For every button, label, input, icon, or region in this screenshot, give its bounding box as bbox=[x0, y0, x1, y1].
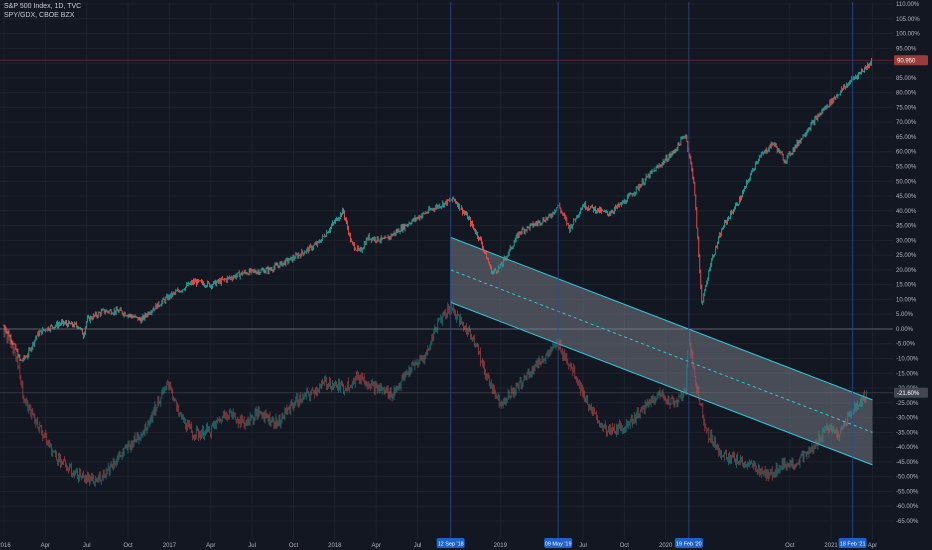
y-tick-label: 10.00% bbox=[896, 297, 917, 303]
date-marker-tag bbox=[544, 538, 573, 548]
date-marker-label: 19 Feb '20 bbox=[676, 542, 702, 548]
x-tick-label: Oct bbox=[620, 543, 630, 549]
x-tick-label: Oct bbox=[123, 543, 133, 549]
x-tick-label: Apr bbox=[206, 543, 215, 549]
series-layer bbox=[3, 58, 872, 487]
channel-mid-line bbox=[450, 269, 873, 433]
x-tick-label: Jul bbox=[414, 543, 422, 549]
series-spy-gdx bbox=[3, 299, 867, 487]
y-tick-label: 65.00% bbox=[896, 135, 917, 141]
y-tick-label: 75.00% bbox=[896, 105, 917, 111]
date-marker-tag bbox=[674, 538, 703, 548]
y-tick-label: 95.00% bbox=[896, 46, 917, 52]
y-tick-label: -5.00% bbox=[896, 342, 916, 348]
y-tick-label: -40.00% bbox=[896, 445, 919, 451]
time-axis[interactable]: 2016 Apr Jul Oct 2017 Apr Jul Oct 2018 Apr Jul 2019… bbox=[0, 543, 877, 549]
x-tick-label: Jul bbox=[248, 543, 256, 549]
y-tick-label: -65.00% bbox=[896, 519, 919, 525]
x-tick-label: 2020 bbox=[659, 543, 673, 549]
y-tick-label: 70.00% bbox=[896, 120, 917, 126]
x-tick-label: Apr bbox=[41, 543, 50, 549]
y-tick-label: -30.00% bbox=[896, 416, 919, 422]
y-tick-label: 105.00% bbox=[896, 17, 920, 23]
x-tick-label: Jul bbox=[83, 543, 91, 549]
y-tick-label: 45.00% bbox=[896, 194, 917, 200]
x-tick-label: Jul bbox=[579, 543, 587, 549]
channel-lower-line bbox=[450, 301, 873, 466]
y-tick-label: -35.00% bbox=[896, 430, 919, 436]
price-tag bbox=[894, 55, 928, 66]
y-tick-label: 35.00% bbox=[896, 224, 917, 230]
x-tick-label: 2021 bbox=[824, 543, 838, 549]
price-tag-label: -21.60% bbox=[897, 391, 920, 397]
price-axis[interactable]: 110.00%105.00%100.00%95.00%90.00%85.00%8… bbox=[896, 2, 920, 525]
y-tick-label: 30.00% bbox=[896, 238, 917, 244]
y-tick-label: 80.00% bbox=[896, 91, 917, 97]
y-tick-label: -45.00% bbox=[896, 460, 919, 466]
y-tick-label: 20.00% bbox=[896, 268, 917, 274]
date-marker-label: 12 Sep '18 bbox=[438, 542, 464, 548]
channel-upper-line bbox=[450, 236, 873, 401]
x-tick-label: 2016 bbox=[0, 543, 11, 549]
y-tick-label: 85.00% bbox=[896, 76, 917, 82]
x-tick-label: Apr bbox=[868, 543, 877, 549]
axis-tags: 12 Sep '18 09 May '19 19 Feb '20 18 Feb '21… bbox=[436, 55, 928, 548]
y-tick-label: 40.00% bbox=[896, 209, 917, 215]
x-tick-label: 2017 bbox=[163, 543, 177, 549]
date-marker-tag bbox=[436, 538, 465, 548]
y-tick-label: 25.00% bbox=[896, 253, 917, 259]
y-tick-label: 110.00% bbox=[896, 2, 920, 8]
y-tick-label: -25.00% bbox=[896, 401, 919, 407]
y-tick-label: -50.00% bbox=[896, 475, 919, 481]
date-marker-label: 18 Feb '21 bbox=[840, 542, 866, 548]
y-tick-label: 50.00% bbox=[896, 179, 917, 185]
date-marker-lines bbox=[450, 2, 854, 540]
y-tick-label: 0.00% bbox=[896, 327, 914, 333]
y-tick-label: 55.00% bbox=[896, 164, 917, 170]
date-marker-tag bbox=[838, 538, 867, 548]
y-tick-label: 15.00% bbox=[896, 283, 917, 289]
x-tick-label: Apr bbox=[372, 543, 381, 549]
y-tick-label: -10.00% bbox=[896, 357, 919, 363]
y-tick-label: 5.00% bbox=[896, 312, 914, 318]
x-tick-label: Oct bbox=[785, 543, 795, 549]
y-tick-label: -55.00% bbox=[896, 489, 919, 495]
channel-fill bbox=[450, 237, 873, 465]
grid-layer bbox=[0, 2, 893, 540]
y-tick-label: 100.00% bbox=[896, 32, 920, 38]
x-tick-label: Oct bbox=[289, 543, 299, 549]
y-tick-label: 60.00% bbox=[896, 150, 917, 156]
date-marker-label: 09 May '19 bbox=[545, 542, 572, 548]
series-sp500 bbox=[3, 58, 872, 363]
price-tag-label: 90.950 bbox=[897, 58, 916, 64]
x-tick-label: 2019 bbox=[494, 543, 508, 549]
x-tick-label: 2018 bbox=[328, 543, 342, 549]
price-tag bbox=[894, 387, 928, 398]
y-tick-label: -15.00% bbox=[896, 371, 919, 377]
parallel-channel[interactable] bbox=[450, 236, 873, 466]
y-tick-label: -60.00% bbox=[896, 504, 919, 510]
